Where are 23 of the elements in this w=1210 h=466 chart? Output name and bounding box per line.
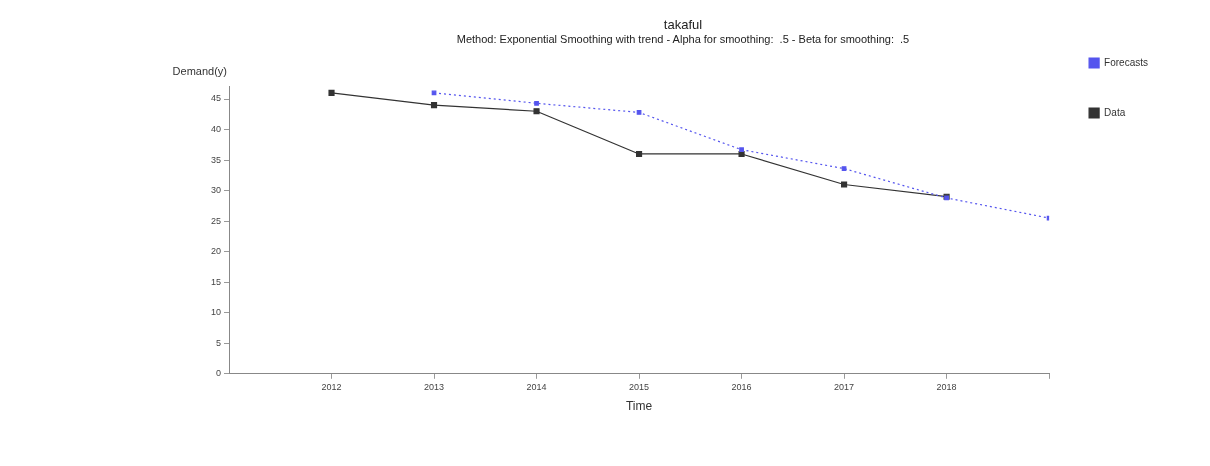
y-tick-label: 40 [211, 124, 222, 135]
chart-subtitle: Method: Exponential Smoothing with trend - Alpha for smoothing: .5 - Beta for smoothing: .5 [456, 33, 910, 46]
x-tick-label: 2016 [731, 381, 752, 392]
x-axis-title: Time [625, 399, 653, 414]
x-tick-label: 2013 [424, 381, 445, 392]
y-tick-label: 20 [211, 246, 222, 257]
legend-label: Forecasts [1104, 56, 1148, 68]
x-tick-label: 2014 [526, 381, 547, 392]
y-tick-label: 10 [211, 307, 222, 318]
x-tick-label: 2015 [629, 381, 650, 392]
y-axis-title: Demand(y) [172, 64, 228, 77]
chart-title: takaful [663, 17, 703, 33]
y-tick-label: 30 [211, 185, 222, 196]
y-tick-label: 5 [216, 337, 222, 348]
x-tick-label: 2017 [834, 381, 855, 392]
legend-label: Data [1104, 106, 1126, 118]
y-tick-label: 0 [216, 368, 222, 379]
y-tick-label: 15 [211, 276, 222, 287]
y-tick-label: 25 [211, 215, 222, 226]
x-tick-label: 2018 [936, 381, 957, 392]
y-tick-label: 45 [211, 93, 222, 104]
y-tick-label: 35 [211, 154, 222, 165]
x-tick-label: 2012 [321, 381, 342, 392]
